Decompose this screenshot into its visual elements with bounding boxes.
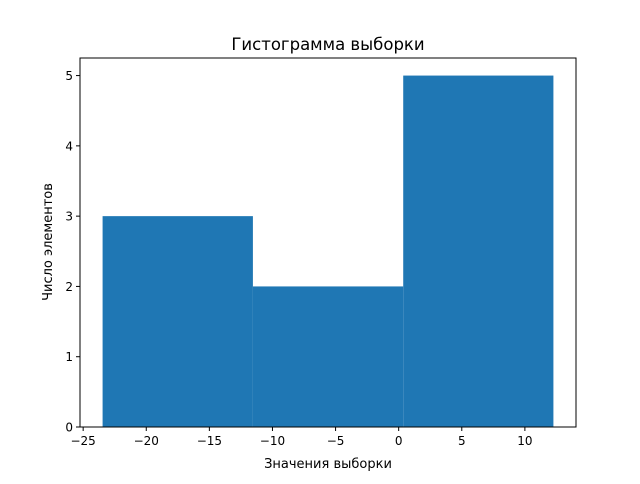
y-tick-label: 5 (65, 69, 73, 83)
y-tick-label: 1 (65, 350, 73, 364)
y-tick-label: 0 (65, 421, 73, 435)
chart-title: Гистограмма выборки (231, 35, 424, 54)
x-tick-label: 10 (517, 434, 532, 448)
y-ticks: 0 1 2 3 4 5 (65, 69, 80, 435)
x-tick-label: −5 (327, 434, 345, 448)
y-tick-label: 4 (65, 139, 73, 153)
x-tick-label: −25 (70, 434, 95, 448)
histogram-bar (252, 286, 404, 427)
x-ticks: −25 −20 −15 −10 −5 0 5 10 (70, 427, 533, 448)
histogram-bar (403, 75, 554, 428)
axes-frame (79, 57, 577, 428)
x-tick-label: −15 (197, 434, 222, 448)
y-axis-label: Число элементов (41, 183, 56, 301)
histogram-bar (102, 216, 253, 427)
x-tick-label: 0 (395, 434, 403, 448)
x-tick-label: −10 (260, 434, 285, 448)
x-tick-label: −20 (134, 434, 159, 448)
x-tick-label: 5 (458, 434, 466, 448)
bars (102, 75, 554, 428)
x-axis-label: Значения выборки (264, 457, 392, 472)
y-tick-label: 2 (65, 280, 73, 294)
y-tick-label: 3 (65, 210, 73, 224)
